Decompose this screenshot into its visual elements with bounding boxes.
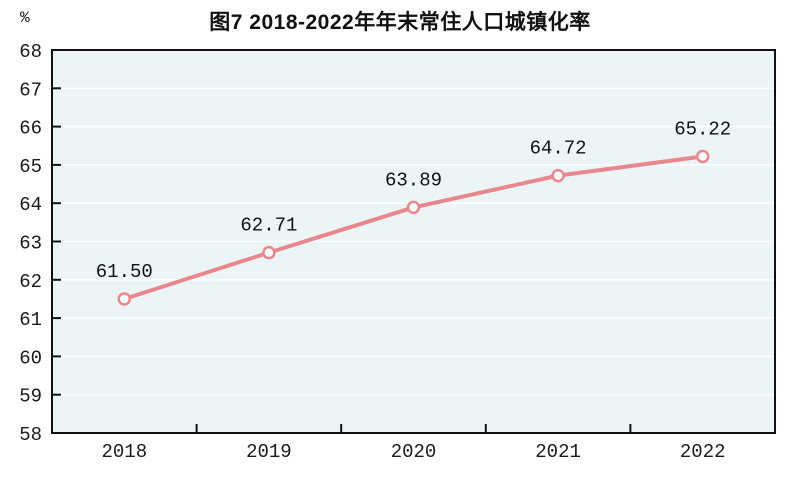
data-point-label: 64.72: [530, 138, 587, 160]
x-tick-label: 2018: [101, 441, 147, 463]
y-tick-label: 65: [19, 156, 42, 178]
y-tick-label: 66: [19, 118, 42, 140]
data-point-marker: [551, 168, 565, 183]
y-tick-label: 68: [19, 41, 42, 63]
data-point-label: 63.89: [385, 169, 442, 191]
y-tick-label: 61: [19, 309, 42, 331]
data-point-label: 61.50: [96, 261, 153, 283]
x-tick-label: 2022: [680, 441, 726, 463]
data-point-marker: [117, 292, 132, 306]
y-tick-label: 60: [19, 347, 42, 369]
data-point-label: 62.71: [240, 215, 297, 237]
data-point-marker: [695, 149, 710, 164]
data-point-marker: [262, 245, 276, 260]
data-point-label: 65.22: [674, 118, 731, 140]
data-point-marker: [406, 200, 421, 215]
y-tick-label: 58: [19, 424, 42, 446]
x-tick-label: 2021: [535, 441, 581, 463]
plot-border: [51, 49, 776, 434]
y-tick-label: 59: [19, 386, 42, 408]
y-tick-label: 64: [19, 194, 42, 216]
y-tick-label: 67: [19, 79, 42, 101]
y-axis-unit-label: %: [20, 9, 30, 27]
chart-title: 图7 2018-2022年年末常住人口城镇化率: [209, 11, 591, 34]
y-tick-label: 63: [19, 233, 42, 255]
y-tick-label: 62: [19, 271, 42, 293]
x-tick-label: 2020: [391, 441, 437, 463]
x-tick-label: 2019: [246, 441, 292, 463]
